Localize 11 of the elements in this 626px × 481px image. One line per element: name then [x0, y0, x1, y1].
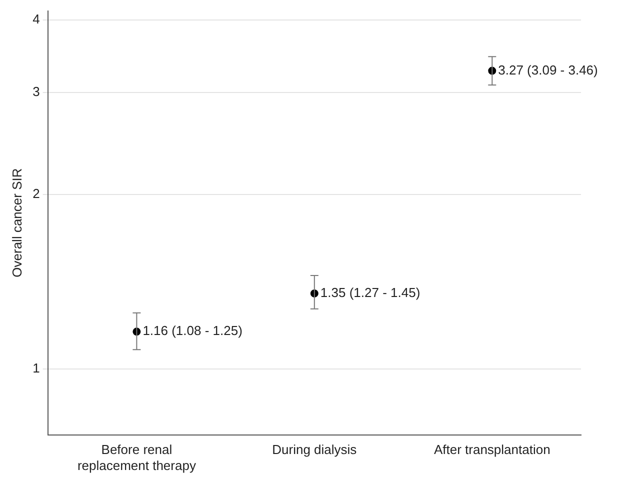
data-label: 3.27 (3.09 - 3.46) [498, 62, 598, 78]
x-tick-label: After transplantation [434, 442, 550, 458]
y-axis-title: Overall cancer SIR [9, 168, 24, 278]
data-label: 1.16 (1.08 - 1.25) [142, 323, 242, 338]
x-tick-label: Before renal replacement therapy [77, 442, 196, 473]
y-tick-label: 3 [32, 84, 40, 100]
y-tick-label: 1 [32, 360, 40, 376]
x-tick-label: During dialysis [272, 442, 358, 458]
y-tick-label: 2 [32, 186, 40, 202]
y-tick-label: 4 [32, 12, 40, 27]
data-label: 1.35 (1.27 - 1.45) [320, 285, 420, 300]
